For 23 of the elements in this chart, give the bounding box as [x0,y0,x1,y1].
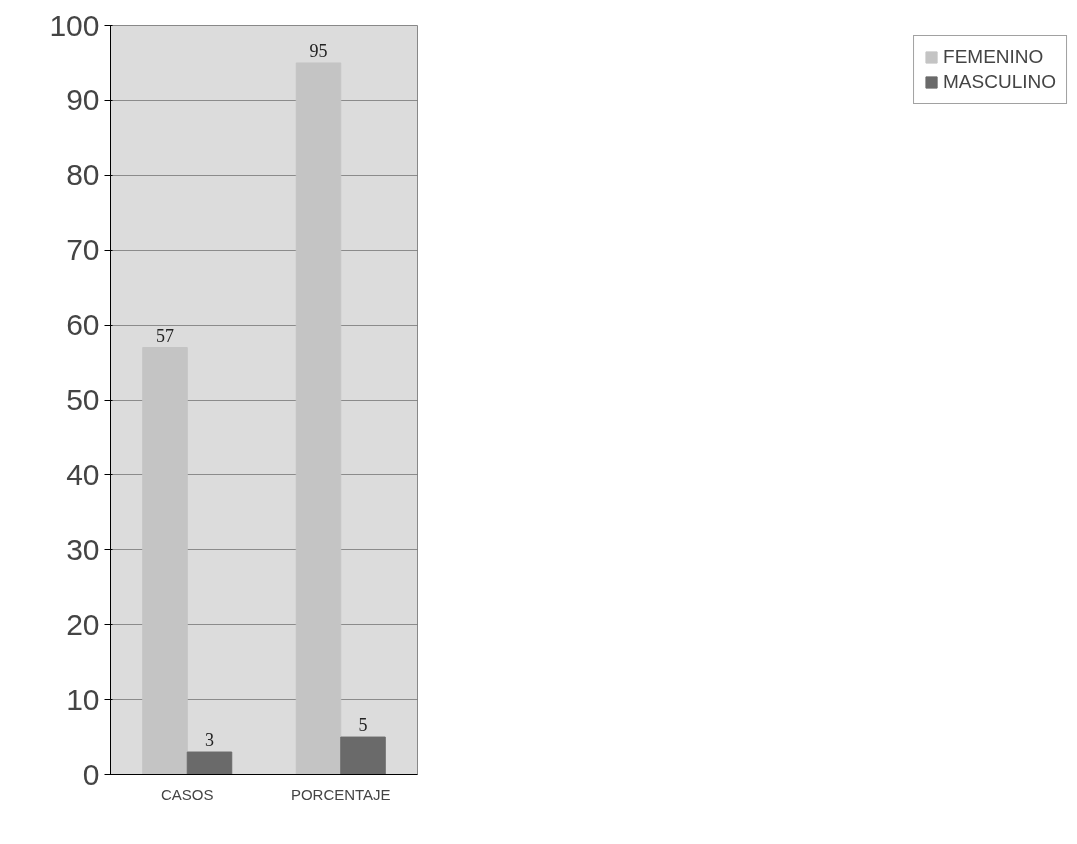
legend-label: FEMENINO [943,46,1044,68]
data-label: 57 [155,325,174,346]
bar [340,736,386,775]
bar [142,347,188,775]
data-label: 3 [205,730,215,751]
y-tick-label: 70 [66,233,100,267]
y-tick-label: 90 [66,83,100,117]
data-label: 95 [309,40,328,61]
y-tick-label: 50 [66,383,100,416]
y-tick-label: 20 [66,607,100,641]
y-tick-label: 0 [82,757,100,791]
y-tick-label: 30 [66,532,100,566]
x-tick-label: CASOS [160,785,214,803]
y-tick-label: 100 [49,8,100,42]
y-tick-label: 40 [66,457,100,491]
x-tick-label: PORCENTAJE [290,785,391,803]
data-label: 5 [358,715,368,736]
bar [186,751,233,775]
legend-label: MASCULINO [943,71,1056,93]
bar [295,62,342,775]
y-tick-label: 60 [66,308,100,342]
y-tick-label: 10 [66,682,100,716]
y-tick-label: 80 [66,158,100,192]
